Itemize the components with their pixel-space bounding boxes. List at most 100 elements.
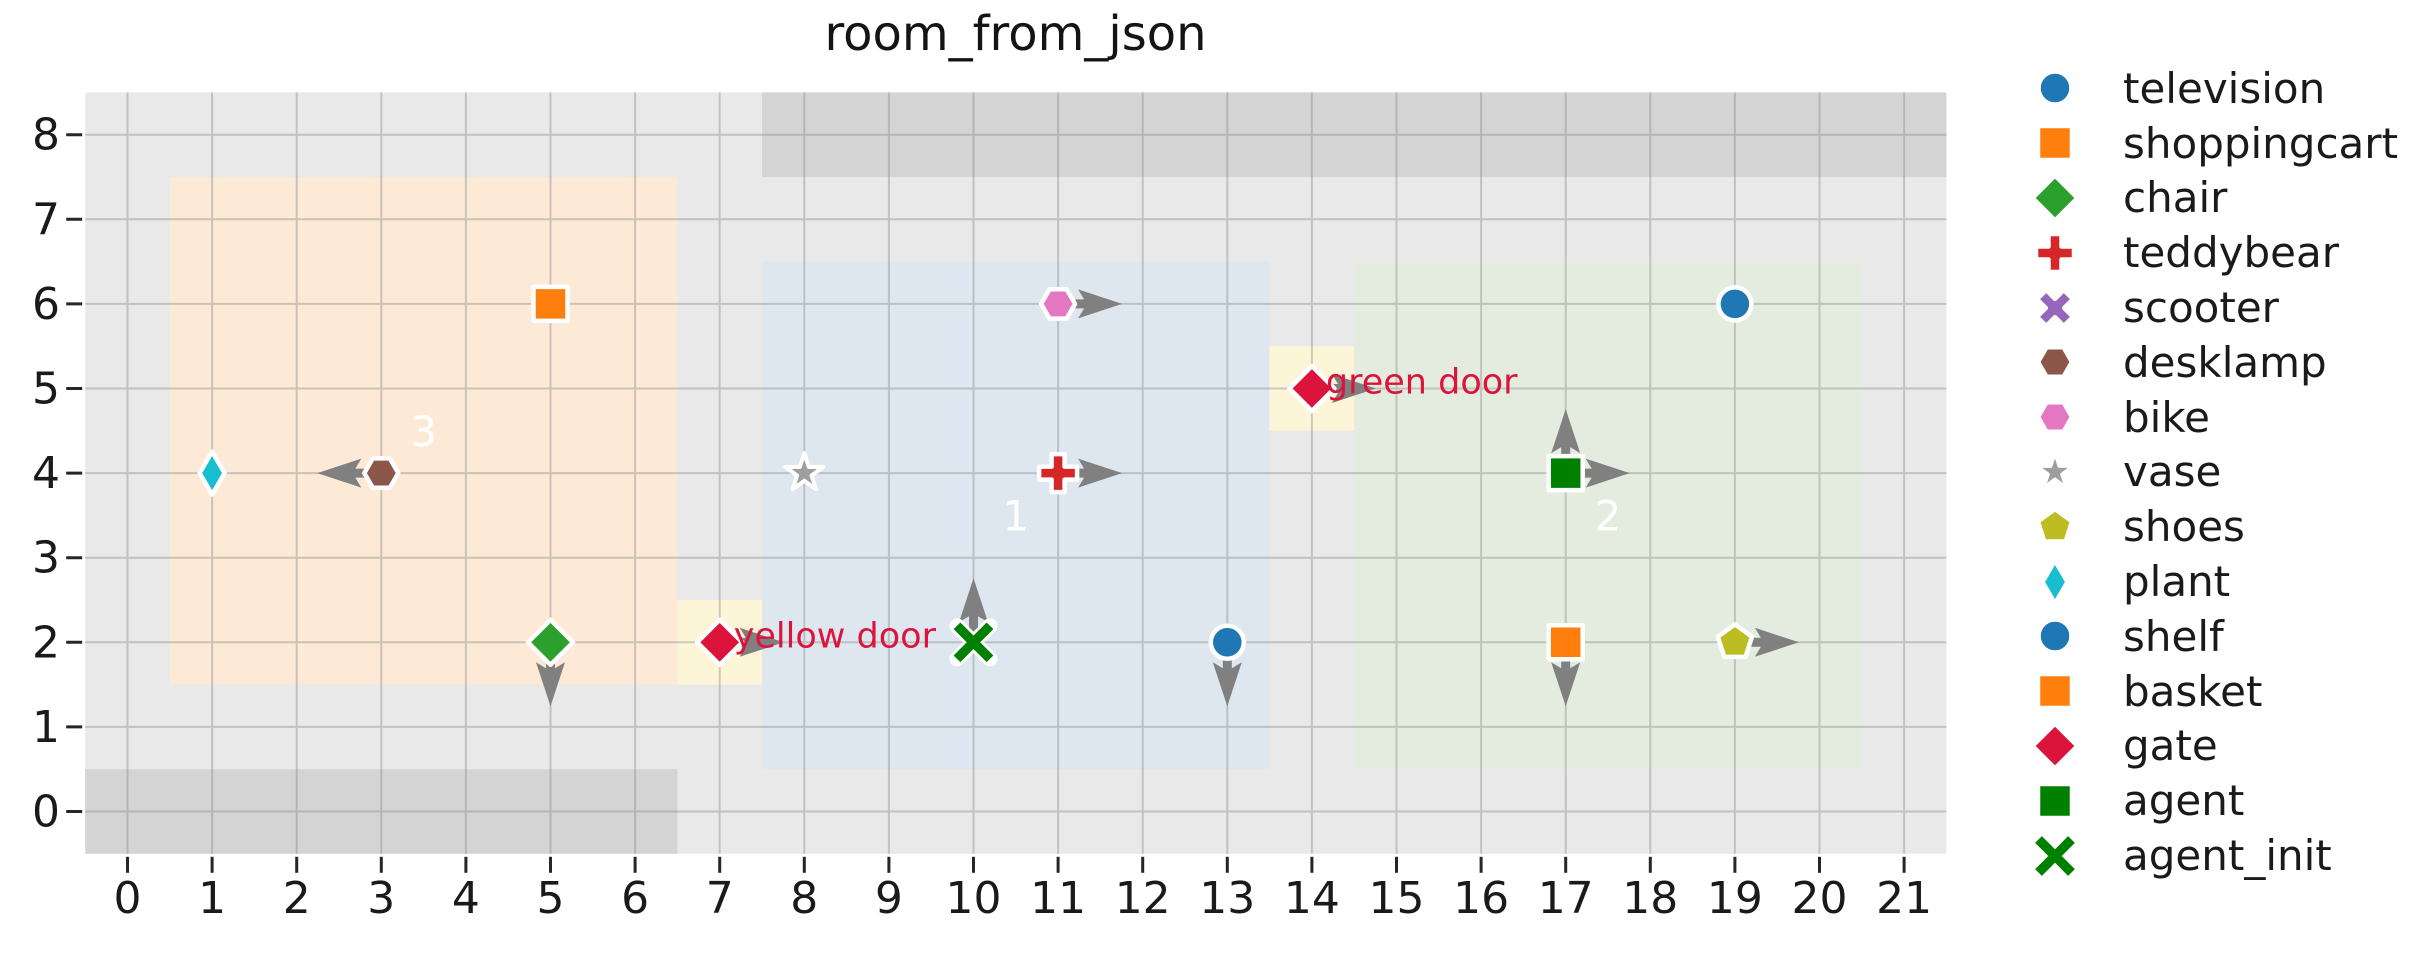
x-tick-label: 15 — [1369, 873, 1425, 924]
x-tick-label: 21 — [1876, 873, 1932, 924]
teddybear-marker-icon — [2033, 231, 2077, 275]
x-tick-label: 6 — [621, 873, 649, 924]
axis-ticks — [66, 133, 1906, 873]
y-tick-label: 6 — [32, 279, 60, 330]
scooter-marker-icon — [2034, 287, 2076, 328]
chair-marker-glyph — [2031, 173, 2079, 222]
plant-marker-glyph — [2040, 557, 2070, 606]
legend-label: vase — [2123, 447, 2222, 497]
marker-gate-0 — [694, 617, 745, 668]
x-tick-label: 4 — [452, 873, 480, 924]
door-label-0: yellow door — [734, 616, 937, 656]
x-tick-label: 2 — [283, 873, 311, 924]
x-tick-label: 7 — [706, 873, 734, 924]
marker-vase — [783, 451, 826, 492]
x-tick-label: 12 — [1115, 873, 1171, 924]
legend-label: scooter — [2123, 283, 2279, 333]
legend-item-shoes: shoes — [2031, 499, 2398, 554]
arrow-shelf-down — [1212, 642, 1242, 707]
shelf-marker-glyph — [2036, 617, 2074, 656]
television-marker-glyph — [2036, 69, 2074, 108]
arrow-door-0-right — [719, 627, 784, 657]
room-2 — [1354, 261, 1862, 770]
legend-item-gate: gate — [2031, 719, 2398, 774]
x-tick-label: 3 — [367, 873, 395, 924]
bike-marker-glyph — [2035, 400, 2075, 435]
legend-item-chair: chair — [2031, 171, 2398, 226]
legend-label: agent_init — [2123, 831, 2332, 881]
x-tick-label: 8 — [790, 873, 818, 924]
y-tick-label: 7 — [32, 194, 60, 245]
marker-bike — [1038, 286, 1078, 321]
x-tick-label: 11 — [1030, 873, 1086, 924]
arrow-shoes-right — [1734, 627, 1799, 657]
arrow-teddybear-right — [1058, 458, 1123, 488]
bike-marker-icon — [2035, 400, 2075, 435]
shoppingcart-marker-glyph — [2035, 123, 2075, 163]
room-label-1: 1 — [1002, 491, 1029, 540]
basket-marker-glyph — [2035, 671, 2075, 711]
legend-label: shoes — [2123, 502, 2245, 552]
shoes-marker-icon — [2035, 506, 2075, 544]
y-tick-label: 5 — [32, 364, 60, 415]
wall-top — [762, 92, 1947, 177]
teddybear-marker-glyph — [2033, 231, 2077, 275]
marker-desklamp — [362, 456, 401, 491]
television-marker-icon — [2036, 69, 2074, 108]
arrow-agent-up — [1551, 409, 1581, 474]
legend-item-desklamp: desklamp — [2031, 335, 2398, 390]
legend-item-agent_init: agent_init — [2031, 828, 2398, 883]
legend-item-basket: basket — [2031, 664, 2398, 719]
legend-item-shoppingcart: shoppingcart — [2031, 116, 2398, 171]
marker-gate-1 — [1287, 363, 1337, 414]
marker-teddybear — [1036, 451, 1080, 495]
legend-label: plant — [2123, 557, 2231, 607]
y-tick-label: 3 — [32, 533, 60, 584]
shoes-marker-glyph — [2035, 506, 2075, 544]
legend-label: gate — [2123, 721, 2218, 771]
legend-label: desklamp — [2123, 337, 2327, 387]
legend-item-vase: vase — [2031, 445, 2398, 500]
marker-chair — [525, 617, 576, 668]
agent_init-marker-icon — [2031, 831, 2079, 880]
legend-label: teddybear — [2123, 228, 2339, 278]
marker-shoes — [1715, 622, 1755, 660]
gate-marker-glyph — [2031, 721, 2079, 770]
basket-marker-icon — [2035, 671, 2075, 711]
legend-item-teddybear: teddybear — [2031, 225, 2398, 280]
marker-shelf — [1208, 623, 1247, 662]
shoppingcart-marker-icon — [2035, 123, 2075, 163]
x-tick-label: 19 — [1707, 873, 1763, 924]
room-3 — [169, 177, 678, 685]
room-1 — [762, 261, 1270, 770]
marker-agent — [1546, 453, 1585, 493]
legend-item-plant: plant — [2031, 554, 2398, 609]
chair-marker-icon — [2031, 173, 2079, 222]
legend-label: television — [2123, 63, 2326, 113]
y-tick-label: 4 — [32, 448, 60, 499]
desklamp-marker-icon — [2035, 345, 2075, 380]
x-tick-label: 16 — [1453, 873, 1509, 924]
x-tick-label: 13 — [1199, 873, 1255, 924]
arrow-basket-down — [1551, 642, 1581, 707]
marker-plant — [197, 449, 227, 497]
legend-item-agent: agent — [2031, 773, 2398, 828]
marker-shoppingcart — [531, 284, 570, 324]
legend-label: bike — [2123, 392, 2210, 442]
x-tick-label: 5 — [537, 873, 565, 924]
y-tick-label: 0 — [32, 787, 60, 838]
x-tick-label: 17 — [1538, 873, 1594, 924]
gate-marker-icon — [2031, 721, 2079, 770]
agent_init-marker-glyph — [2031, 831, 2079, 880]
chart-title: room_from_json — [824, 6, 1207, 62]
legend-label: chair — [2123, 173, 2228, 223]
agent-marker-icon — [2035, 781, 2075, 820]
vase-marker-glyph — [2033, 449, 2077, 491]
legend-item-bike: bike — [2031, 390, 2398, 445]
legend-label: shoppingcart — [2123, 118, 2399, 168]
door-label-1: green door — [1326, 363, 1518, 403]
y-tick-label: 2 — [32, 617, 60, 668]
arrow-chair-down — [536, 642, 565, 707]
